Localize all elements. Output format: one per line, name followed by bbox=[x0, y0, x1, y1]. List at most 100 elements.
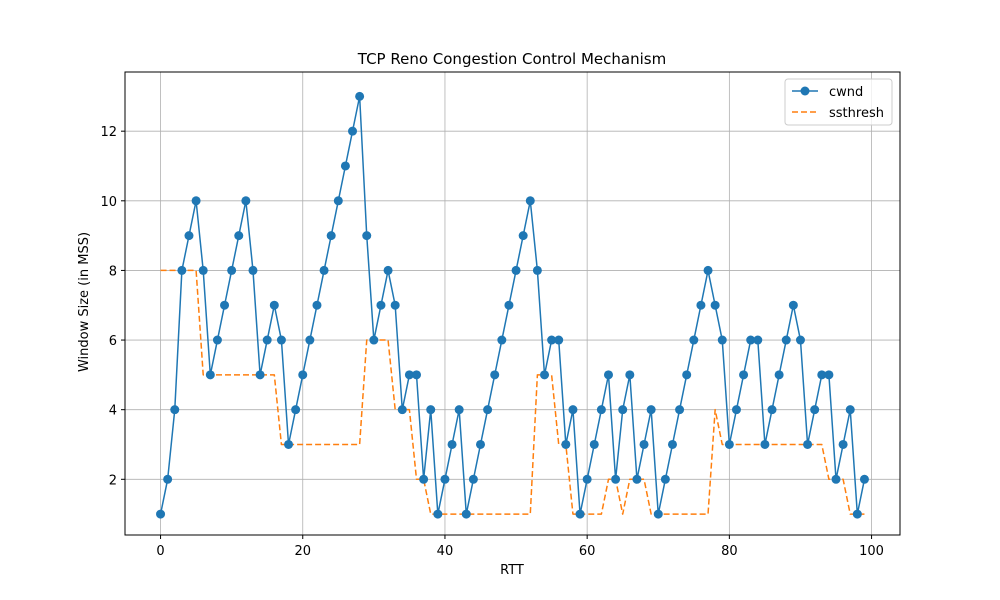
data-point-cwnd bbox=[760, 439, 770, 449]
data-point-cwnd bbox=[667, 439, 677, 449]
data-point-cwnd bbox=[781, 335, 791, 345]
y-tick-label: 6 bbox=[109, 334, 117, 349]
y-axis-label: Window Size (in MSS) bbox=[77, 232, 92, 372]
legend-cwnd-marker bbox=[800, 86, 810, 96]
y-tick-label: 4 bbox=[109, 404, 117, 419]
data-point-cwnd bbox=[767, 405, 777, 415]
data-point-cwnd bbox=[426, 405, 436, 415]
data-point-cwnd bbox=[312, 300, 322, 310]
data-point-cwnd bbox=[227, 265, 237, 275]
data-point-cwnd bbox=[774, 370, 784, 380]
data-point-cwnd bbox=[739, 370, 749, 380]
data-point-cwnd bbox=[191, 196, 201, 206]
data-point-cwnd bbox=[824, 370, 834, 380]
x-tick-label: 100 bbox=[859, 544, 884, 559]
data-point-cwnd bbox=[355, 91, 365, 101]
x-tick-label: 80 bbox=[721, 544, 738, 559]
data-point-cwnd bbox=[518, 231, 528, 241]
data-point-cwnd bbox=[795, 335, 805, 345]
legend-cwnd-label: cwnd bbox=[829, 85, 863, 100]
data-point-cwnd bbox=[390, 300, 400, 310]
data-point-cwnd bbox=[198, 265, 208, 275]
data-point-cwnd bbox=[561, 439, 571, 449]
chart-title: TCP Reno Congestion Control Mechanism bbox=[357, 50, 666, 68]
legend: cwnd ssthresh bbox=[784, 78, 893, 126]
data-point-cwnd bbox=[348, 126, 358, 136]
data-point-cwnd bbox=[419, 474, 429, 484]
data-point-cwnd bbox=[170, 405, 180, 415]
x-axis-label: RTT bbox=[500, 563, 524, 578]
series-line-ssthresh bbox=[160, 269, 865, 515]
series-line-cwnd bbox=[159, 95, 866, 515]
data-point-cwnd bbox=[817, 370, 827, 380]
data-point-cwnd bbox=[859, 474, 869, 484]
data-point-cwnd bbox=[284, 439, 294, 449]
data-point-cwnd bbox=[532, 265, 542, 275]
data-point-cwnd bbox=[724, 439, 734, 449]
x-tick-label: 40 bbox=[437, 544, 454, 559]
data-point-cwnd bbox=[831, 474, 841, 484]
data-point-cwnd bbox=[746, 335, 756, 345]
data-point-cwnd bbox=[433, 509, 443, 519]
data-point-cwnd bbox=[511, 265, 521, 275]
data-point-cwnd bbox=[212, 335, 222, 345]
axis-ticks: 0 20 40 60 80 100 2 4 6 8 10 12 bbox=[100, 125, 884, 559]
data-point-cwnd bbox=[404, 370, 414, 380]
data-point-cwnd bbox=[682, 370, 692, 380]
data-point-cwnd bbox=[710, 300, 720, 310]
data-point-cwnd bbox=[852, 509, 862, 519]
data-point-cwnd bbox=[333, 196, 343, 206]
data-point-cwnd bbox=[248, 265, 258, 275]
data-point-cwnd bbox=[184, 231, 194, 241]
data-point-cwnd bbox=[340, 161, 350, 171]
data-point-cwnd bbox=[305, 335, 315, 345]
data-point-cwnd bbox=[504, 300, 514, 310]
data-point-cwnd bbox=[596, 405, 606, 415]
data-point-cwnd bbox=[319, 265, 329, 275]
data-point-cwnd bbox=[447, 439, 457, 449]
data-point-cwnd bbox=[731, 405, 741, 415]
data-point-cwnd bbox=[205, 370, 215, 380]
data-point-cwnd bbox=[383, 265, 393, 275]
data-point-cwnd bbox=[703, 265, 713, 275]
data-point-cwnd bbox=[660, 474, 670, 484]
data-point-cwnd bbox=[262, 335, 272, 345]
data-point-cwnd bbox=[838, 439, 848, 449]
data-point-cwnd bbox=[625, 370, 635, 380]
data-point-cwnd bbox=[696, 300, 706, 310]
data-point-cwnd bbox=[234, 231, 244, 241]
y-tick-label: 10 bbox=[100, 195, 117, 210]
data-point-cwnd bbox=[788, 300, 798, 310]
data-point-cwnd bbox=[589, 439, 599, 449]
data-point-cwnd bbox=[454, 405, 464, 415]
data-point-cwnd bbox=[276, 335, 286, 345]
y-tick-label: 8 bbox=[109, 264, 117, 279]
data-point-cwnd bbox=[653, 509, 663, 519]
data-point-cwnd bbox=[547, 335, 557, 345]
data-point-cwnd bbox=[241, 196, 251, 206]
data-point-cwnd bbox=[440, 474, 450, 484]
data-point-cwnd bbox=[163, 474, 173, 484]
data-point-cwnd bbox=[803, 439, 813, 449]
data-point-cwnd bbox=[376, 300, 386, 310]
x-tick-label: 20 bbox=[294, 544, 311, 559]
data-point-cwnd bbox=[525, 196, 535, 206]
data-point-cwnd bbox=[717, 335, 727, 345]
y-tick-label: 12 bbox=[100, 125, 117, 140]
data-point-cwnd bbox=[845, 405, 855, 415]
data-point-cwnd bbox=[689, 335, 699, 345]
data-point-cwnd bbox=[618, 405, 628, 415]
data-point-cwnd bbox=[291, 405, 301, 415]
data-point-cwnd bbox=[255, 370, 265, 380]
plot-series bbox=[156, 91, 869, 519]
data-point-cwnd bbox=[298, 370, 308, 380]
plot-area-frame bbox=[124, 71, 901, 536]
x-tick-label: 0 bbox=[156, 544, 164, 559]
data-point-cwnd bbox=[568, 405, 578, 415]
data-point-cwnd bbox=[639, 439, 649, 449]
data-point-cwnd bbox=[575, 509, 585, 519]
data-point-cwnd bbox=[582, 474, 592, 484]
data-point-cwnd bbox=[412, 370, 422, 380]
y-tick-label: 2 bbox=[109, 473, 117, 488]
